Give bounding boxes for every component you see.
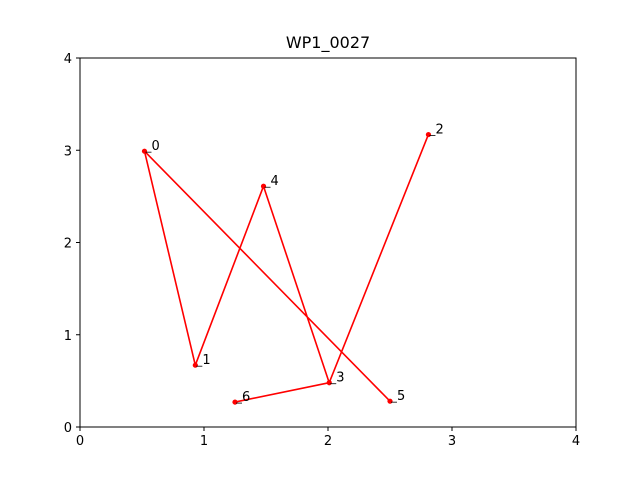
chart-title: WP1_0027: [286, 33, 370, 53]
point-5: [387, 398, 393, 404]
point-label-0: 0: [151, 139, 159, 154]
point-label-3: 3: [336, 371, 344, 386]
point-4: [260, 183, 267, 189]
x-tick-label-1: 1: [200, 434, 208, 449]
point-2: [425, 131, 432, 138]
point-6: [232, 399, 238, 405]
x-tick-label-0: 0: [76, 434, 84, 449]
series-0-segment: [234, 381, 330, 403]
plot-frame: [79, 57, 577, 428]
x-tick-label-4: 4: [572, 434, 580, 449]
plot-area: 0 1 2 3 4 0 1 2 3 4 0 1 4 3 2 5 6: [64, 52, 580, 449]
point-label-1: 1: [202, 353, 210, 368]
point-0: [141, 148, 148, 154]
point-label-2: 2: [435, 123, 443, 138]
x-tick-label-2: 2: [324, 434, 332, 449]
point-1: [192, 362, 198, 368]
point-3: [326, 380, 332, 386]
point-label-4: 4: [271, 174, 279, 189]
y-tick-label-0: 0: [64, 421, 72, 436]
x-tick-label-3: 3: [448, 434, 456, 449]
y-tick-label-2: 2: [64, 237, 72, 252]
y-tick-label-4: 4: [64, 52, 72, 67]
point-label-6: 6: [242, 390, 250, 405]
series-0-line: [143, 134, 430, 402]
y-tick-label-1: 1: [64, 329, 72, 344]
y-tick-label-3: 3: [64, 144, 72, 159]
point-label-5: 5: [397, 389, 405, 404]
